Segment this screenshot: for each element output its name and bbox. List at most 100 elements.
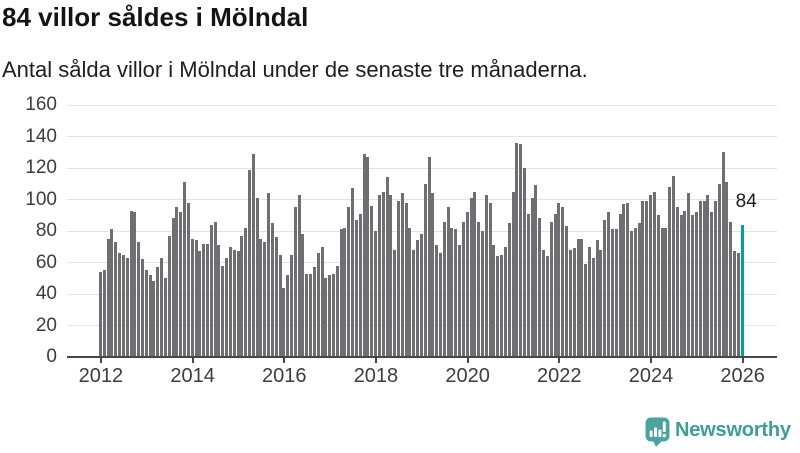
chart-title: 84 villor såldes i Mölndal — [2, 2, 309, 32]
bar — [511, 191, 515, 357]
bar — [274, 237, 278, 357]
highlighted-bar — [740, 224, 744, 357]
bar — [312, 267, 316, 357]
bar — [591, 257, 595, 357]
bar — [99, 271, 102, 357]
bar — [362, 153, 366, 357]
x-axis-tick — [649, 357, 652, 363]
bar — [339, 229, 343, 357]
y-axis-tick-label: 140 — [25, 125, 57, 147]
bar — [400, 193, 404, 357]
bar — [714, 201, 718, 357]
gridline — [67, 167, 777, 169]
y-axis-tick-label: 160 — [25, 94, 57, 115]
bar — [148, 275, 152, 357]
bar — [286, 275, 290, 357]
bar — [595, 240, 599, 357]
gridline — [67, 136, 777, 137]
bar — [118, 253, 122, 357]
bar — [259, 238, 263, 357]
bar — [729, 221, 733, 357]
x-axis-tick-label: 2026 — [720, 365, 765, 387]
bar — [213, 221, 217, 357]
bar — [194, 240, 198, 357]
bar — [465, 212, 469, 357]
bar — [683, 210, 687, 357]
bar — [492, 245, 496, 357]
bar — [488, 202, 492, 357]
bar — [461, 221, 465, 357]
bar — [687, 193, 691, 357]
bar — [442, 221, 446, 357]
bar — [102, 270, 106, 357]
bar — [435, 245, 439, 357]
bar — [209, 224, 213, 357]
bar — [163, 278, 167, 357]
bar — [484, 194, 488, 357]
bar — [186, 202, 190, 357]
bar — [217, 245, 221, 357]
bar — [599, 249, 603, 357]
bar — [473, 191, 477, 357]
bar — [396, 201, 400, 357]
bar — [553, 213, 557, 357]
bar — [351, 188, 355, 357]
bar — [649, 194, 653, 357]
bar — [698, 201, 702, 357]
bar — [156, 267, 160, 357]
bar — [530, 197, 534, 357]
y-axis-tick-label: 120 — [25, 157, 57, 178]
newsworthy-logo-text: Newsworthy — [675, 419, 791, 441]
bar — [610, 229, 614, 357]
bar — [251, 153, 255, 357]
bar — [370, 205, 374, 357]
bar — [454, 229, 458, 357]
bar — [381, 191, 385, 357]
bar — [301, 234, 305, 357]
y-axis-tick-label: 40 — [35, 283, 57, 304]
bar — [404, 202, 408, 357]
bar — [584, 264, 588, 357]
newsworthy-logo-icon — [645, 417, 670, 447]
bar — [561, 207, 565, 357]
bar — [565, 226, 569, 357]
x-axis-tick — [741, 357, 744, 363]
bar — [267, 193, 271, 357]
bar — [519, 144, 523, 357]
bar — [305, 273, 309, 357]
bar — [393, 249, 397, 357]
bar — [324, 278, 328, 357]
bar — [332, 273, 336, 357]
bar — [419, 234, 423, 357]
bar — [144, 270, 148, 357]
y-axis-tick-label: 80 — [35, 220, 57, 241]
bar — [114, 242, 118, 357]
x-axis-line — [67, 356, 777, 358]
bar — [438, 253, 442, 357]
bar — [297, 194, 301, 357]
x-axis-tick-label: 2018 — [353, 365, 399, 387]
bar — [309, 273, 313, 357]
bar — [320, 246, 324, 357]
bar — [385, 177, 389, 357]
bar — [664, 227, 668, 357]
bar — [538, 218, 542, 357]
bar — [244, 227, 248, 357]
bar — [347, 207, 351, 357]
bar — [423, 183, 427, 357]
bar — [469, 197, 473, 357]
bar — [652, 191, 656, 357]
bar — [427, 156, 431, 357]
bar — [141, 259, 145, 357]
bar — [633, 227, 637, 357]
bar — [626, 202, 630, 357]
bar — [225, 257, 229, 357]
bar — [637, 223, 641, 357]
bar — [668, 186, 672, 357]
bar — [458, 245, 462, 357]
x-axis-tick — [283, 357, 286, 363]
bar — [507, 223, 511, 357]
bar — [374, 231, 378, 357]
bar — [545, 256, 549, 357]
bar — [202, 243, 206, 357]
